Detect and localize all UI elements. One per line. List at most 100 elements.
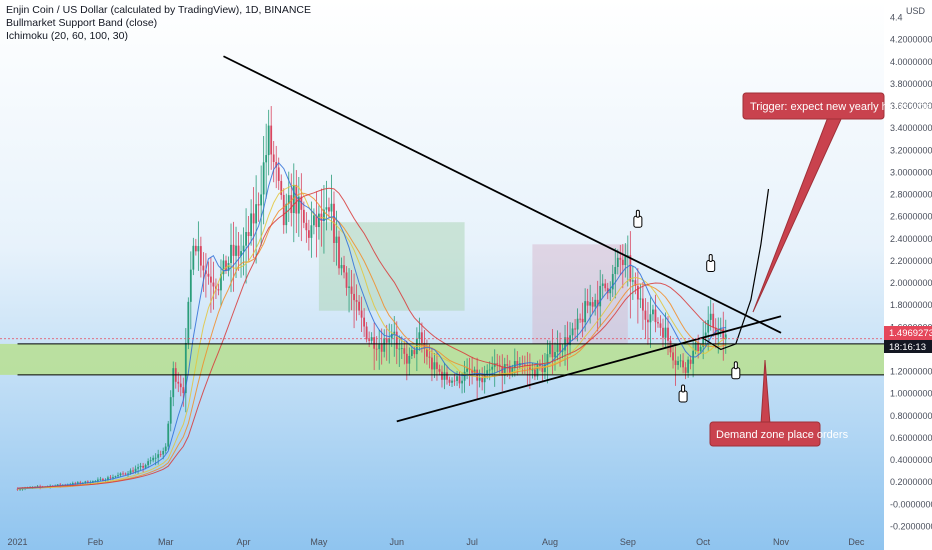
- candle-body: [265, 155, 268, 163]
- candle-body: [187, 301, 190, 344]
- candle-body: [184, 343, 187, 394]
- candle-body: [71, 483, 74, 485]
- bull-band-ema-line: [17, 184, 727, 490]
- candle-body: [380, 344, 383, 352]
- candle-body: [441, 371, 443, 380]
- candle-body: [323, 209, 325, 222]
- candle-body: [117, 475, 119, 477]
- candle-body: [614, 266, 617, 275]
- indicator-ichimoku[interactable]: Ichimoku (20, 60, 100, 30): [6, 30, 128, 42]
- candle-body: [280, 180, 283, 195]
- candle-body: [363, 317, 366, 327]
- candle-body: [270, 125, 273, 155]
- candle-body: [574, 328, 576, 330]
- candle-body: [508, 365, 511, 374]
- candle-body: [338, 236, 340, 269]
- candle-body: [290, 195, 293, 214]
- price-badge[interactable]: 1.49692736 18:16:13: [884, 326, 932, 353]
- x-axis-tick-label: Nov: [773, 537, 790, 547]
- candle-body: [420, 332, 423, 343]
- candle-body: [631, 280, 634, 282]
- candle-body: [122, 473, 124, 475]
- candle-body: [611, 274, 614, 290]
- candle-body: [277, 167, 280, 181]
- candle-body: [443, 372, 446, 380]
- hand-finger-shape: [681, 384, 686, 393]
- candle-body: [114, 476, 117, 478]
- candle-body: [225, 260, 227, 271]
- candle-body: [162, 451, 165, 455]
- candle-body: [348, 286, 350, 288]
- current-price-badge[interactable]: [884, 326, 932, 340]
- candle-body: [142, 465, 145, 468]
- candle-body: [596, 299, 599, 307]
- y-axis-tick-label: 0.20000000: [890, 477, 932, 487]
- hand-palm-shape: [706, 259, 716, 272]
- hand-pointer-icon: [706, 253, 716, 272]
- candle-body: [654, 309, 657, 323]
- y-axis-tick-label: 3.20000000: [890, 145, 932, 155]
- candle-body: [152, 457, 155, 461]
- candle-body: [400, 348, 403, 349]
- candle-body: [531, 369, 534, 371]
- trigger-callout-box: [742, 92, 885, 120]
- candle-body: [446, 372, 448, 380]
- candle-body: [272, 154, 275, 163]
- candle-body: [702, 338, 705, 347]
- candle-body: [674, 360, 677, 366]
- x-axis-tick-label: Apr: [237, 537, 251, 547]
- candle-body: [463, 371, 466, 381]
- candle-body: [594, 299, 597, 307]
- candle-body: [395, 331, 398, 349]
- candle-body: [267, 125, 270, 156]
- candle-body: [255, 204, 258, 224]
- candle-body: [287, 195, 290, 204]
- candle-body: [579, 318, 582, 320]
- chart-legend[interactable]: Enjin Coin / US Dollar (calculated by Tr…: [6, 4, 311, 42]
- candle-body: [436, 362, 438, 370]
- symbol-title[interactable]: Enjin Coin / US Dollar (calculated by Tr…: [6, 4, 311, 16]
- x-axis-tick-label: 2021: [8, 537, 28, 547]
- candle-body: [312, 215, 315, 226]
- candle-body: [134, 468, 137, 472]
- candle-body: [388, 338, 391, 343]
- x-axis-tick-label: Feb: [88, 537, 104, 547]
- hand-palm-shape: [633, 215, 643, 228]
- candle-body: [466, 368, 468, 372]
- candle-body: [566, 337, 569, 346]
- hand-finger-shape: [733, 361, 738, 370]
- candle-body: [222, 260, 225, 275]
- candle-body: [358, 301, 360, 311]
- candle-body: [619, 257, 622, 260]
- currency-label[interactable]: USD: [906, 6, 926, 16]
- x-axis-tick-label: Jun: [390, 537, 405, 547]
- candle-body: [385, 338, 388, 343]
- candle-body: [202, 265, 205, 271]
- candle-body: [192, 245, 195, 270]
- candle-body: [172, 368, 175, 398]
- candle-body: [506, 364, 509, 366]
- candle-body: [657, 322, 659, 324]
- candle-body: [426, 348, 428, 357]
- candle-body: [76, 482, 79, 484]
- candle-body: [74, 483, 77, 484]
- candle-body: [252, 213, 255, 224]
- current-price-text[interactable]: 1.49692736: [889, 328, 932, 339]
- candle-body: [626, 255, 629, 257]
- candle-body: [679, 360, 682, 362]
- candle-body: [240, 251, 242, 256]
- candle-body: [56, 484, 59, 486]
- candle-body: [501, 366, 504, 376]
- indicator-bullmarket-band[interactable]: Bullmarket Support Band (close): [6, 17, 157, 29]
- candle-body: [461, 380, 463, 384]
- candle-body: [709, 313, 712, 320]
- candle-body: [177, 381, 180, 384]
- candle-body: [478, 377, 481, 381]
- candle-body: [393, 331, 396, 334]
- currency-text[interactable]: USD: [906, 6, 926, 16]
- x-axis-tick-label: Dec: [848, 537, 865, 547]
